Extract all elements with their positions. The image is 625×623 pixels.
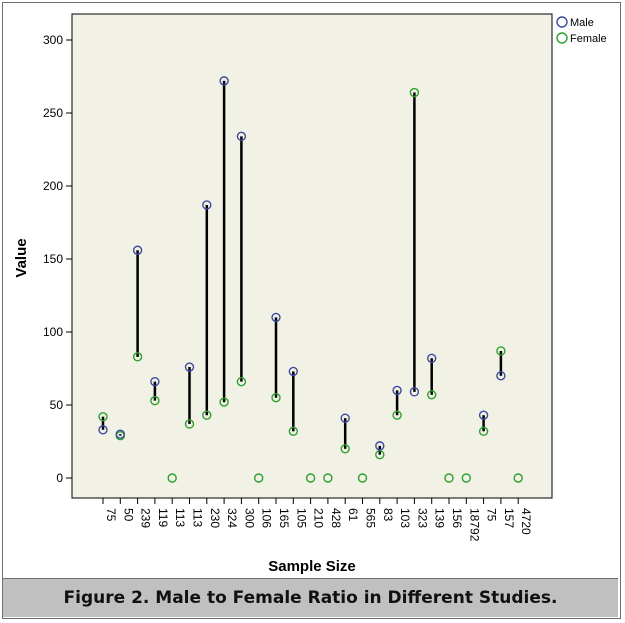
male-point — [115, 429, 126, 439]
female-point — [219, 397, 229, 407]
female-point — [132, 352, 143, 362]
x-tick-label: 323 — [415, 508, 429, 528]
x-axis-title: Sample Size — [268, 558, 356, 575]
male-point — [340, 413, 350, 423]
connector-lines — [101, 80, 503, 455]
male-point — [132, 245, 143, 255]
x-tick-label: 61 — [346, 508, 360, 522]
female-point — [513, 473, 523, 483]
female-point — [167, 473, 177, 483]
male-point — [219, 76, 229, 86]
x-tick-label: 210 — [312, 508, 326, 528]
x-tick-label: 50 — [121, 508, 135, 522]
female-point — [254, 473, 264, 483]
y-tick-label: 50 — [50, 398, 64, 412]
legend-marker-female — [556, 32, 568, 44]
female-point — [323, 473, 333, 483]
x-tick-label: 165 — [277, 508, 291, 528]
female-point — [271, 393, 281, 403]
female-point — [340, 444, 350, 454]
male-point — [271, 312, 281, 323]
x-tick-label: 18792 — [467, 508, 481, 542]
x-tick-label: 324 — [225, 508, 239, 528]
x-tick-label: 106 — [260, 508, 274, 528]
male-point — [375, 441, 385, 451]
y-tick-label: 200 — [43, 179, 63, 193]
legend-label-female: Female — [570, 33, 607, 45]
x-tick-label: 230 — [208, 508, 222, 528]
x-tick-label: 300 — [242, 508, 256, 528]
male-point — [427, 353, 437, 363]
x-tick-label: 428 — [329, 508, 343, 528]
male-point — [150, 376, 160, 387]
x-tick-label: 113 — [191, 508, 205, 527]
figure-caption: Figure 2. Male to Female Ratio in Differ… — [3, 578, 618, 617]
female-point — [288, 426, 298, 436]
female-point — [461, 473, 471, 483]
y-tick-label: 0 — [56, 471, 63, 485]
plot-area — [71, 13, 553, 499]
x-tick-label: 103 — [398, 508, 412, 528]
legend: Male Female — [556, 16, 607, 45]
female-point — [444, 473, 454, 483]
y-tick-label: 300 — [43, 33, 63, 47]
legend-label-male: Male — [570, 17, 594, 29]
x-tick-label: 4720 — [519, 508, 533, 535]
x-tick-label: 119 — [156, 508, 170, 527]
female-point — [392, 410, 402, 420]
male-point — [184, 362, 195, 372]
legend-marker-male — [556, 16, 568, 28]
male-point — [288, 366, 298, 377]
male-point — [202, 200, 212, 210]
x-tick-label: 156 — [450, 508, 464, 528]
y-axis-title: Value — [13, 238, 30, 277]
y-axis: 0 50 100 150 200 250 300 — [43, 33, 72, 485]
x-tick-label: 113 — [173, 508, 187, 527]
female-point — [184, 419, 195, 429]
x-tick-label: 139 — [433, 508, 447, 528]
male-point — [98, 425, 108, 435]
female-point — [305, 473, 316, 483]
female-point — [496, 346, 506, 356]
female-point — [375, 449, 385, 460]
female-point — [202, 410, 212, 420]
x-axis: 75 50 239 119 113 113 230 324 300 106 165 105 210 428… — [102, 498, 533, 542]
x-tick-label: 105 — [294, 508, 308, 528]
female-point — [427, 390, 437, 400]
x-tick-label: 75 — [104, 508, 118, 522]
x-tick-label: 239 — [139, 508, 153, 528]
male-point — [496, 371, 506, 381]
x-tick-label: 83 — [381, 508, 395, 522]
x-tick-label: 565 — [364, 508, 378, 528]
male-point — [409, 387, 420, 397]
male-point — [478, 410, 489, 420]
female-point — [98, 411, 108, 422]
female-point — [409, 87, 420, 98]
x-tick-label: 157 — [502, 508, 516, 528]
female-point — [478, 426, 489, 436]
female-point — [236, 376, 247, 387]
female-point — [357, 473, 368, 483]
x-tick-label: 75 — [485, 508, 499, 522]
data-points — [98, 76, 523, 483]
male-point — [392, 385, 402, 396]
y-tick-label: 100 — [43, 325, 63, 339]
y-tick-label: 250 — [43, 106, 63, 120]
y-tick-label: 150 — [43, 252, 63, 266]
male-point — [236, 131, 247, 142]
female-point — [150, 395, 160, 406]
